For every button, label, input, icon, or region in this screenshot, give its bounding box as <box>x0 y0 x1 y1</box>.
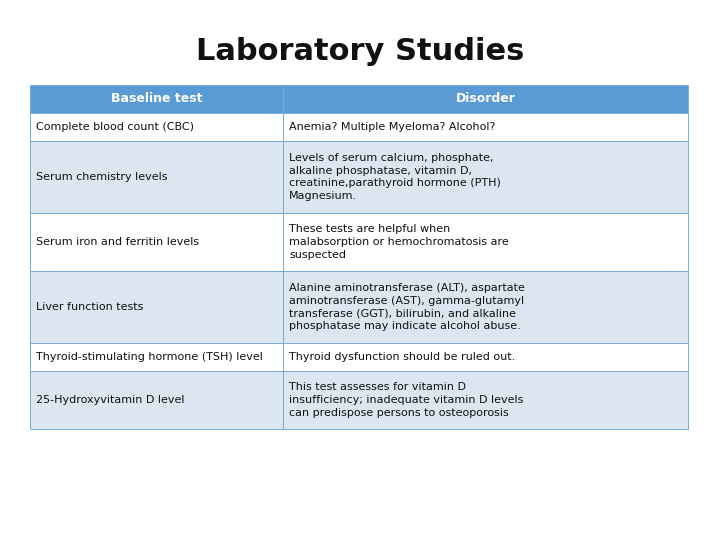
Bar <box>30 213 284 271</box>
Bar <box>284 141 688 213</box>
Text: Serum chemistry levels: Serum chemistry levels <box>36 172 168 182</box>
Text: Laboratory Studies: Laboratory Studies <box>196 37 524 66</box>
Text: These tests are helpful when
malabsorption or hemochromatosis are
suspected: These tests are helpful when malabsorpti… <box>289 224 509 260</box>
Text: Thyroid-stimulating hormone (TSH) level: Thyroid-stimulating hormone (TSH) level <box>36 352 263 362</box>
Text: Alanine aminotransferase (ALT), aspartate
aminotransferase (AST), gamma-glutamyl: Alanine aminotransferase (ALT), aspartat… <box>289 283 525 331</box>
Text: Levels of serum calcium, phosphate,
alkaline phosphatase, vitamin D,
creatinine,: Levels of serum calcium, phosphate, alka… <box>289 153 501 201</box>
Bar <box>30 343 284 371</box>
Bar <box>30 85 284 113</box>
Text: Complete blood count (CBC): Complete blood count (CBC) <box>36 122 194 132</box>
Text: Liver function tests: Liver function tests <box>36 302 143 312</box>
Text: This test assesses for vitamin D
insufficiency; inadequate vitamin D levels
can : This test assesses for vitamin D insuffi… <box>289 382 523 418</box>
Text: 25-Hydroxyvitamin D level: 25-Hydroxyvitamin D level <box>36 395 184 405</box>
Text: Baseline test: Baseline test <box>111 92 202 105</box>
Bar <box>284 85 688 113</box>
Text: Thyroid dysfunction should be ruled out.: Thyroid dysfunction should be ruled out. <box>289 352 516 362</box>
Bar <box>284 343 688 371</box>
Bar <box>30 141 284 213</box>
Text: Disorder: Disorder <box>456 92 516 105</box>
Text: Anemia? Multiple Myeloma? Alcohol?: Anemia? Multiple Myeloma? Alcohol? <box>289 122 495 132</box>
Bar <box>284 213 688 271</box>
Bar <box>284 271 688 343</box>
Bar <box>30 113 284 141</box>
Bar <box>30 271 284 343</box>
Bar <box>30 371 284 429</box>
Bar <box>284 113 688 141</box>
Bar <box>284 371 688 429</box>
Text: Serum iron and ferritin levels: Serum iron and ferritin levels <box>36 237 199 247</box>
